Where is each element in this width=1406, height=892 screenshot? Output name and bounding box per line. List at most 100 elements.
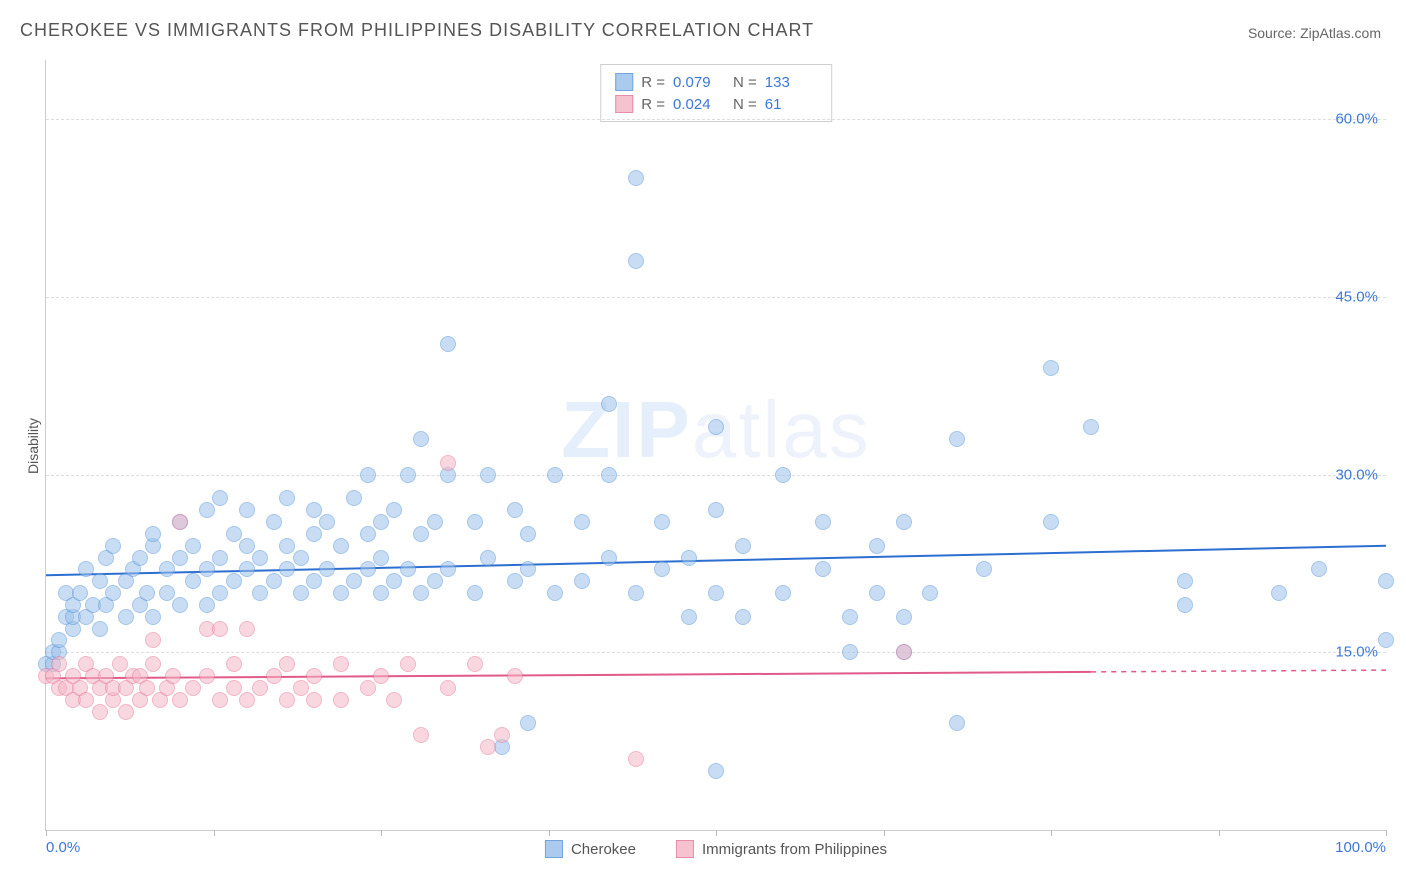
data-point-cherokee [78, 561, 94, 577]
data-point-philippines [92, 704, 108, 720]
data-point-cherokee [386, 573, 402, 589]
data-point-cherokee [507, 502, 523, 518]
data-point-cherokee [775, 467, 791, 483]
swatch-philippines [676, 840, 694, 858]
data-point-cherokee [239, 502, 255, 518]
data-point-cherokee [333, 585, 349, 601]
data-point-philippines [226, 656, 242, 672]
x-tick-mark [549, 830, 550, 836]
data-point-cherokee [480, 550, 496, 566]
data-point-philippines [172, 514, 188, 530]
x-tick-mark [381, 830, 382, 836]
source-name: ZipAtlas.com [1300, 25, 1381, 41]
data-point-cherokee [869, 538, 885, 554]
data-point-philippines [293, 680, 309, 696]
x-tick-mark [46, 830, 47, 836]
data-point-cherokee [319, 561, 335, 577]
data-point-philippines [145, 632, 161, 648]
x-tick-label-max: 100.0% [1335, 839, 1386, 856]
data-point-cherokee [346, 490, 362, 506]
data-point-cherokee [118, 609, 134, 625]
data-point-cherokee [333, 538, 349, 554]
data-point-cherokee [239, 561, 255, 577]
data-point-cherokee [842, 644, 858, 660]
data-point-philippines [139, 680, 155, 696]
data-point-cherokee [708, 502, 724, 518]
data-point-philippines [112, 656, 128, 672]
data-point-cherokee [373, 514, 389, 530]
data-point-cherokee [413, 431, 429, 447]
source-attribution: Source: ZipAtlas.com [1248, 25, 1381, 41]
data-point-cherokee [507, 573, 523, 589]
r-value-cherokee: 0.079 [673, 74, 725, 91]
data-point-cherokee [601, 467, 617, 483]
data-point-cherokee [842, 609, 858, 625]
data-point-cherokee [628, 585, 644, 601]
data-point-cherokee [775, 585, 791, 601]
data-point-cherokee [239, 538, 255, 554]
data-point-cherokee [252, 585, 268, 601]
data-point-cherokee [293, 585, 309, 601]
data-point-cherokee [628, 253, 644, 269]
data-point-cherokee [185, 538, 201, 554]
data-point-cherokee [949, 431, 965, 447]
n-label: N = [733, 74, 757, 91]
data-point-cherokee [547, 585, 563, 601]
n-label: N = [733, 96, 757, 113]
data-point-cherokee [360, 561, 376, 577]
data-point-philippines [360, 680, 376, 696]
data-point-philippines [480, 739, 496, 755]
n-value-cherokee: 133 [765, 74, 817, 91]
data-point-philippines [896, 644, 912, 660]
y-tick-label: 60.0% [1335, 111, 1378, 128]
data-point-cherokee [547, 467, 563, 483]
legend-item-philippines: Immigrants from Philippines [676, 840, 887, 858]
data-point-cherokee [520, 715, 536, 731]
data-point-philippines [252, 680, 268, 696]
scatter-plot-area: ZIPatlas R = 0.079 N = 133 R = 0.024 N =… [45, 60, 1386, 831]
x-tick-mark [1386, 830, 1387, 836]
data-point-cherokee [815, 561, 831, 577]
data-point-cherokee [628, 170, 644, 186]
data-point-cherokee [413, 526, 429, 542]
data-point-cherokee [520, 561, 536, 577]
data-point-cherokee [427, 514, 443, 530]
n-value-philippines: 61 [765, 96, 817, 113]
data-point-philippines [226, 680, 242, 696]
data-point-cherokee [896, 609, 912, 625]
y-tick-label: 30.0% [1335, 466, 1378, 483]
data-point-philippines [185, 680, 201, 696]
data-point-cherokee [976, 561, 992, 577]
data-point-cherokee [896, 514, 912, 530]
legend-item-cherokee: Cherokee [545, 840, 636, 858]
data-point-cherokee [139, 585, 155, 601]
data-point-cherokee [159, 561, 175, 577]
data-point-cherokee [145, 609, 161, 625]
r-label: R = [641, 74, 665, 91]
data-point-philippines [440, 680, 456, 696]
data-point-cherokee [172, 597, 188, 613]
data-point-cherokee [226, 526, 242, 542]
data-point-cherokee [319, 514, 335, 530]
x-tick-mark [1051, 830, 1052, 836]
data-point-cherokee [601, 550, 617, 566]
gridline [46, 119, 1386, 120]
data-point-cherokee [306, 526, 322, 542]
data-point-cherokee [1043, 514, 1059, 530]
data-point-cherokee [1311, 561, 1327, 577]
data-point-philippines [51, 656, 67, 672]
data-point-cherokee [1378, 632, 1394, 648]
data-point-philippines [239, 692, 255, 708]
data-point-cherokee [145, 526, 161, 542]
x-tick-label-min: 0.0% [46, 839, 80, 856]
data-point-cherokee [1177, 597, 1193, 613]
data-point-philippines [172, 692, 188, 708]
gridline [46, 475, 1386, 476]
data-point-cherokee [293, 550, 309, 566]
data-point-cherokee [708, 763, 724, 779]
data-point-cherokee [400, 561, 416, 577]
data-point-cherokee [869, 585, 885, 601]
data-point-cherokee [105, 585, 121, 601]
legend-label-cherokee: Cherokee [571, 841, 636, 858]
data-point-cherokee [279, 538, 295, 554]
